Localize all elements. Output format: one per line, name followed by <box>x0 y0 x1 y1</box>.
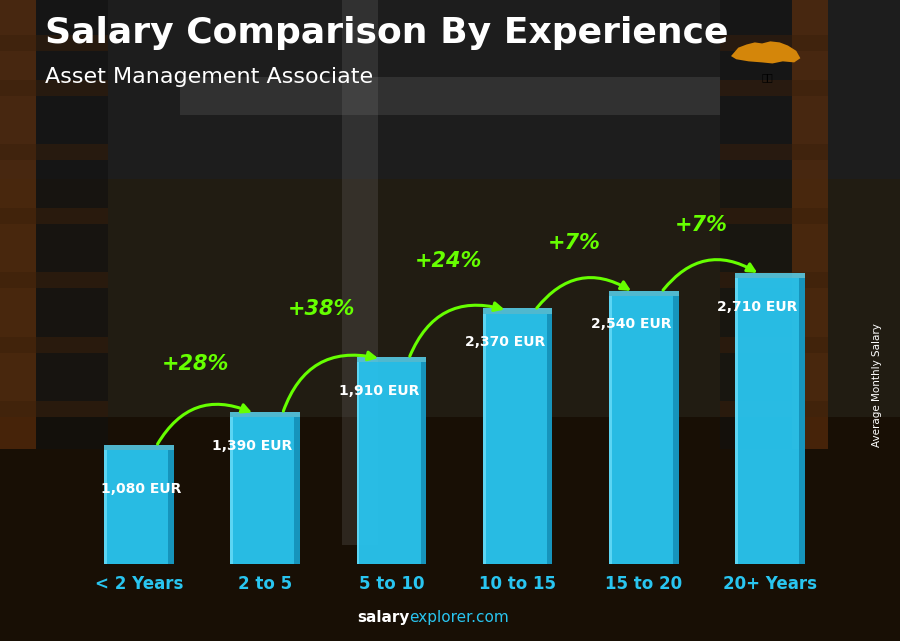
Bar <box>104 450 107 564</box>
Bar <box>720 35 828 51</box>
Bar <box>720 144 828 160</box>
Text: Asset Management Associate: Asset Management Associate <box>45 67 374 87</box>
Text: 2,710 EUR: 2,710 EUR <box>717 299 797 313</box>
Bar <box>104 450 174 564</box>
Text: Average Monthly Salary: Average Monthly Salary <box>872 322 883 447</box>
Bar <box>720 208 828 224</box>
Text: +7%: +7% <box>548 233 601 253</box>
Bar <box>0 35 108 51</box>
Bar <box>356 362 426 564</box>
Bar <box>0 401 108 417</box>
Bar <box>420 362 426 564</box>
Bar <box>0 417 900 641</box>
Bar <box>356 362 359 564</box>
Bar <box>104 445 174 450</box>
Polygon shape <box>731 41 800 63</box>
Bar <box>36 0 108 449</box>
Bar <box>0 80 108 96</box>
Bar <box>609 296 679 564</box>
Text: 1,080 EUR: 1,080 EUR <box>101 482 181 496</box>
Text: Salary Comparison By Experience: Salary Comparison By Experience <box>45 16 728 50</box>
Bar <box>673 296 679 564</box>
Text: 🌿🌿: 🌿🌿 <box>761 72 773 82</box>
Bar <box>720 401 828 417</box>
Bar <box>735 278 738 564</box>
Text: explorer.com: explorer.com <box>410 610 509 625</box>
Text: 2,370 EUR: 2,370 EUR <box>465 335 545 349</box>
Text: 1,390 EUR: 1,390 EUR <box>212 439 292 453</box>
Bar <box>735 272 805 278</box>
Bar <box>356 357 426 362</box>
Text: +24%: +24% <box>415 251 482 271</box>
Bar <box>230 412 300 417</box>
Text: +28%: +28% <box>162 354 230 374</box>
Text: +7%: +7% <box>674 215 727 235</box>
Text: salary: salary <box>357 610 410 625</box>
Bar <box>547 314 553 564</box>
Bar <box>483 308 553 314</box>
Bar <box>483 314 553 564</box>
Bar <box>0 0 36 449</box>
Bar <box>799 278 805 564</box>
Bar <box>230 417 233 564</box>
Text: 2,540 EUR: 2,540 EUR <box>591 317 671 331</box>
Bar <box>0 208 108 224</box>
Bar <box>0 0 900 179</box>
Bar <box>483 314 486 564</box>
Bar <box>735 278 805 564</box>
Bar <box>0 144 108 160</box>
Bar <box>609 296 612 564</box>
Text: +38%: +38% <box>288 299 356 319</box>
Bar <box>792 0 828 449</box>
Bar <box>180 77 720 115</box>
Text: 1,910 EUR: 1,910 EUR <box>338 384 418 398</box>
Bar <box>230 417 300 564</box>
Bar <box>0 272 108 288</box>
Bar <box>0 179 900 417</box>
Bar <box>0 337 108 353</box>
Bar <box>720 80 828 96</box>
Bar <box>294 417 300 564</box>
Bar <box>720 337 828 353</box>
Bar <box>720 272 828 288</box>
Bar <box>609 290 679 296</box>
Bar <box>720 0 792 449</box>
Bar <box>168 450 174 564</box>
Bar <box>342 0 378 545</box>
